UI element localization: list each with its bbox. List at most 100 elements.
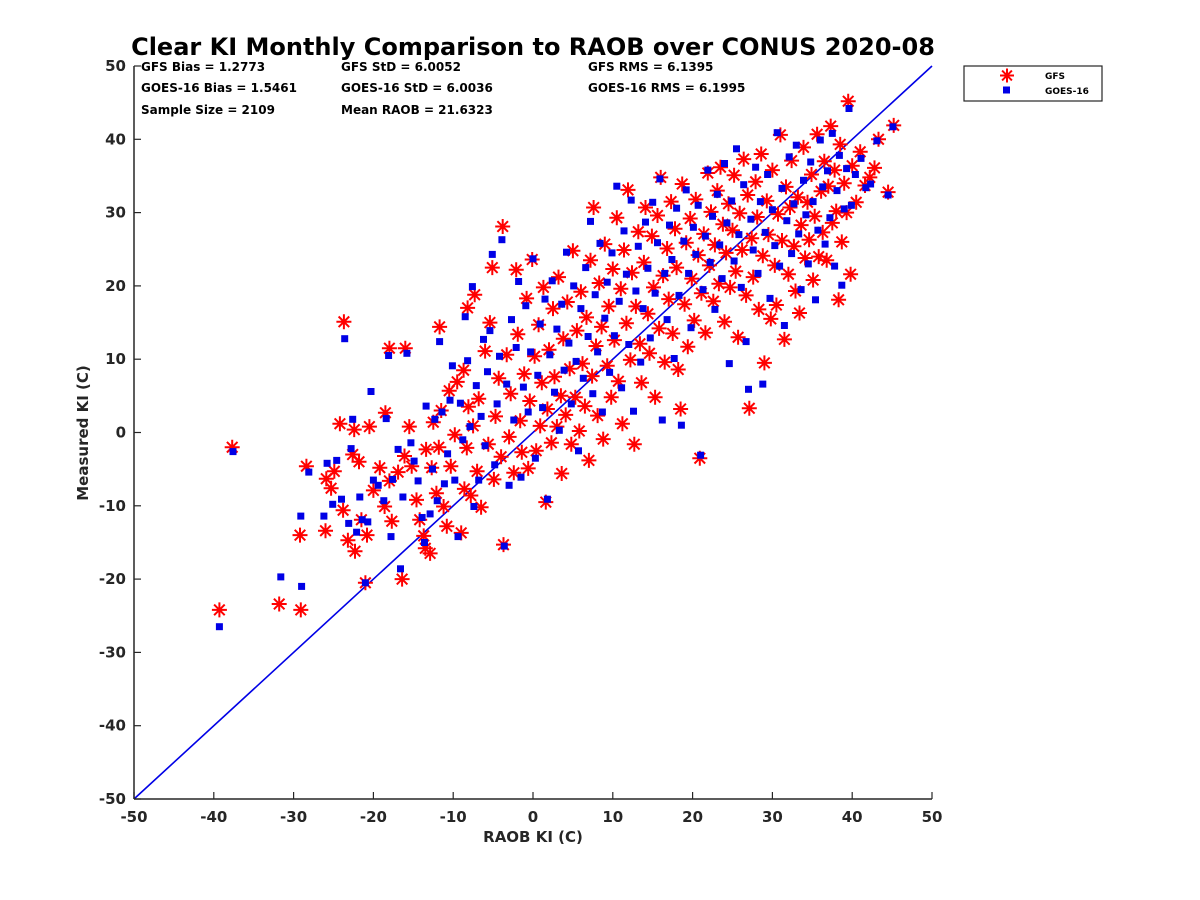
gfs-point [460, 300, 476, 316]
x-tick-label: 10 [602, 808, 623, 826]
goes16-point [814, 226, 822, 234]
goes16-point [601, 314, 609, 322]
goes16-point [320, 512, 328, 520]
gfs-point [318, 523, 333, 539]
gfs-point [820, 178, 836, 194]
gfs-point [559, 294, 575, 310]
goes16-point [728, 197, 736, 205]
gfs-point [224, 439, 240, 455]
series-gfs [211, 93, 902, 618]
goes16-point [577, 305, 585, 313]
gfs-point [755, 248, 771, 264]
goes16-point [862, 184, 870, 192]
gfs-point [323, 480, 339, 496]
goes16-point [821, 240, 829, 248]
goes16-point [802, 211, 810, 219]
gfs-point [501, 429, 517, 445]
gfs-point [545, 301, 561, 317]
gfs-point [543, 435, 559, 451]
gfs-point [642, 345, 657, 361]
goes16-point [553, 325, 561, 333]
x-tick-label: 50 [922, 808, 943, 826]
gfs-point [495, 219, 511, 234]
gfs-point [684, 271, 700, 287]
gfs-point [499, 347, 515, 363]
goes16-point [687, 324, 695, 332]
gfs-point [759, 193, 775, 209]
x-axis-label: RAOB KI (C) [483, 828, 583, 846]
goes16-point [422, 402, 430, 410]
goes16-point [399, 493, 407, 501]
goes16-point [297, 512, 305, 520]
goes16-point [541, 295, 549, 303]
goes16-point [768, 206, 776, 214]
gfs-point [590, 408, 606, 424]
gfs-point [514, 444, 530, 460]
goes16-point [639, 305, 647, 313]
goes16-point [740, 181, 748, 189]
gfs-point [640, 306, 656, 322]
gfs-point [335, 502, 351, 518]
goes16-point [589, 390, 597, 398]
gfs-point [456, 481, 472, 497]
goes16-point [646, 334, 654, 342]
gfs-point [628, 298, 644, 314]
goes16-point [353, 528, 361, 536]
goes16-point [546, 351, 554, 359]
gfs-point [456, 362, 472, 378]
goes16-point [298, 582, 306, 590]
goes16-point [776, 262, 784, 270]
gfs-point [673, 401, 689, 417]
goes16-point [338, 495, 345, 503]
gfs-point [726, 167, 742, 183]
goes16-point [356, 493, 364, 501]
y-axis-label: Measured KI (C) [74, 365, 92, 501]
gfs-point [397, 448, 412, 464]
goes16-point [824, 167, 831, 175]
gfs-point [340, 532, 356, 548]
gfs-point [591, 275, 607, 291]
goes16-point [718, 275, 726, 283]
gfs-point [680, 339, 696, 355]
gfs-point [807, 208, 823, 224]
goes16-point [456, 399, 464, 407]
gfs-point [491, 370, 507, 386]
goes16-point [713, 190, 721, 198]
goes16-point [548, 277, 556, 285]
goes16-point [766, 294, 774, 302]
goes16-point [510, 416, 518, 424]
gfs-point [522, 393, 538, 409]
gfs-point [630, 224, 646, 240]
goes16-point [780, 322, 788, 329]
gfs-point [493, 449, 509, 465]
goes16-point [567, 400, 575, 408]
goes16-point [503, 380, 511, 388]
goes16-point [730, 257, 738, 265]
goes16-point [440, 480, 448, 488]
x-tick-label: 0 [528, 808, 538, 826]
gfs-point [715, 216, 731, 232]
gfs-point [534, 375, 550, 391]
gfs-point [520, 460, 536, 476]
gfs-point [562, 361, 578, 377]
gfs-point [832, 136, 848, 152]
goes16-point [797, 286, 805, 294]
gfs-point [443, 458, 459, 474]
stat-goes-rms: GOES-16 RMS = 6.1995 [588, 81, 745, 95]
gfs-point [571, 423, 587, 439]
goes16-point [847, 201, 855, 209]
gfs-point [503, 386, 519, 402]
goes16-point [475, 476, 483, 484]
goes16-point [783, 217, 791, 225]
goes16-point [446, 396, 454, 404]
gfs-point [603, 389, 619, 405]
gfs-point [722, 279, 738, 295]
goes16-point [725, 360, 733, 368]
goes16-point [812, 296, 819, 304]
goes16-point [630, 407, 637, 415]
gfs-point [486, 471, 502, 487]
gfs-point [583, 252, 598, 268]
goes16-point [323, 459, 331, 467]
gfs-point [298, 458, 314, 474]
gfs-point [638, 200, 653, 215]
